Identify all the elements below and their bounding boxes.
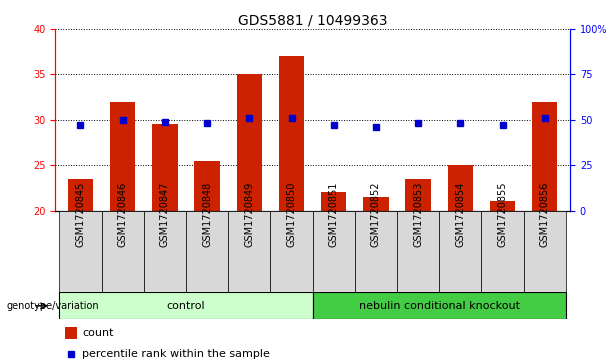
Bar [110, 102, 135, 211]
Text: GSM1720850: GSM1720850 [286, 182, 297, 247]
Title: GDS5881 / 10499363: GDS5881 / 10499363 [238, 14, 387, 28]
Bar [228, 211, 270, 292]
Text: GSM1720854: GSM1720854 [455, 182, 465, 247]
Text: count: count [82, 328, 113, 338]
Bar [447, 165, 473, 211]
Text: GSM1720848: GSM1720848 [202, 182, 212, 247]
Bar [313, 211, 355, 292]
Bar [102, 211, 144, 292]
Bar [397, 211, 440, 292]
Text: genotype/variation: genotype/variation [6, 301, 99, 311]
Bar [270, 211, 313, 292]
Text: GSM1720851: GSM1720851 [329, 182, 339, 247]
Text: GSM1720845: GSM1720845 [75, 182, 85, 247]
Text: GSM1720855: GSM1720855 [498, 182, 508, 247]
Text: GSM1720856: GSM1720856 [540, 182, 550, 247]
Bar [313, 292, 566, 319]
Bar [152, 124, 178, 211]
Bar [481, 211, 524, 292]
Text: percentile rank within the sample: percentile rank within the sample [82, 349, 270, 359]
Bar [59, 292, 313, 319]
Text: GSM1720852: GSM1720852 [371, 182, 381, 247]
Bar [186, 211, 228, 292]
Bar [532, 102, 557, 211]
Bar [144, 211, 186, 292]
Bar [405, 179, 431, 211]
Bar [524, 211, 566, 292]
Text: GSM1720853: GSM1720853 [413, 182, 423, 247]
Bar [59, 211, 102, 292]
Bar [440, 211, 481, 292]
Bar [321, 192, 346, 211]
Bar [355, 211, 397, 292]
Bar [237, 74, 262, 211]
Text: control: control [167, 301, 205, 311]
Bar [279, 56, 304, 211]
Bar [490, 201, 515, 211]
Bar [194, 160, 220, 211]
Text: GSM1720847: GSM1720847 [160, 182, 170, 247]
Text: GSM1720849: GSM1720849 [245, 182, 254, 247]
Text: nebulin conditional knockout: nebulin conditional knockout [359, 301, 520, 311]
Bar [68, 179, 93, 211]
Text: GSM1720846: GSM1720846 [118, 182, 128, 247]
Bar [66, 327, 77, 339]
Bar [364, 197, 389, 211]
